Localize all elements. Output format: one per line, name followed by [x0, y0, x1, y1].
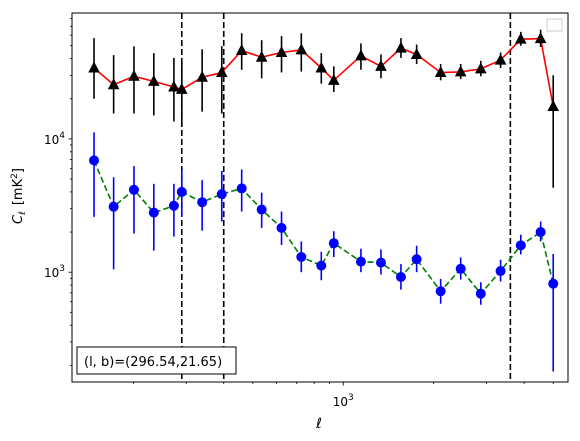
series-0-point-6 [196, 70, 208, 82]
series-0-point-5 [175, 82, 188, 94]
series-1-point-11 [296, 251, 307, 262]
series-0-point-1 [107, 78, 120, 90]
series-1-point-15 [375, 257, 386, 268]
y-axis-label-unit-exp: 2 [10, 173, 20, 179]
series-1-point-7 [216, 189, 227, 200]
series-0-point-21 [494, 53, 507, 65]
annotation-text: (l, b)=(296.54,21.65) [84, 355, 222, 370]
y-axis-label-unit-close: ] [11, 168, 26, 173]
series-0-point-16 [395, 41, 407, 53]
plot-area [88, 13, 560, 382]
series-1-point-12 [316, 260, 327, 271]
series-1-point-18 [435, 286, 446, 297]
series-0-point-18 [434, 65, 447, 77]
series-1-point-10 [276, 222, 287, 233]
series-0-point-4 [168, 80, 180, 92]
y-axis-label-sub: ℓ [18, 211, 28, 216]
x-tick-label-0: 103 [333, 393, 354, 409]
series-0-point-7 [215, 65, 228, 77]
series-0-point-11 [295, 43, 308, 55]
x-axis-label: ℓ [315, 416, 322, 432]
series-1-point-13 [328, 238, 339, 249]
x-tick-label-exp: 3 [348, 393, 354, 403]
series-0-point-10 [275, 45, 288, 57]
annotation-frame [76, 346, 237, 375]
y-tick-label-base: 10 [44, 266, 59, 280]
axes-frame [71, 12, 569, 383]
legend [546, 18, 563, 32]
series-0-point-9 [255, 50, 268, 62]
series-0-point-0 [88, 61, 100, 73]
y-axis-label: Cℓ [mK2] [10, 168, 28, 224]
y-tick-label-exp: 4 [59, 131, 65, 141]
series-0-point-19 [454, 65, 467, 77]
series-0-point-17 [410, 47, 423, 59]
series-1-point-19 [455, 263, 466, 274]
series-1-point-16 [395, 272, 406, 283]
series-1-point-9 [256, 204, 267, 215]
series-0-point-22 [515, 32, 527, 44]
series-0-point-8 [235, 44, 248, 56]
legend-box [546, 18, 563, 32]
series-0-point-23 [534, 32, 547, 44]
series-0-point-20 [474, 62, 487, 74]
y-axis-label-unit: [mK [11, 178, 26, 205]
plot-content [88, 13, 560, 382]
series-1-point-6 [197, 197, 208, 208]
x-tick-label-base: 10 [333, 395, 348, 409]
series-1-point-23 [535, 227, 546, 238]
series-1-point-4 [168, 200, 179, 211]
series-1-point-0 [89, 155, 100, 166]
series-1-point-21 [495, 266, 506, 277]
series-1-point-1 [108, 201, 119, 212]
y-tick-label-1: 104 [44, 131, 65, 147]
series-0-point-12 [315, 61, 328, 73]
series-0-point-2 [128, 69, 140, 81]
series-1-point-14 [355, 256, 366, 267]
series-1-point-22 [515, 240, 526, 251]
y-tick-label-0: 103 [44, 264, 65, 280]
y-tick-label-base: 10 [44, 133, 59, 147]
series-1-point-24 [548, 278, 559, 289]
series-0-point-14 [355, 49, 367, 61]
series-0-point-13 [327, 73, 340, 85]
series-1-line [93, 160, 554, 295]
series-0-point-3 [147, 74, 160, 86]
series-0-point-15 [375, 59, 387, 71]
series-1-point-8 [236, 183, 247, 194]
y-axis-label-main: C [11, 214, 26, 224]
series-1-point-3 [148, 207, 159, 218]
series-1-point-17 [411, 254, 422, 265]
series-1-point-20 [475, 288, 486, 299]
series-0-point-24 [547, 99, 560, 111]
y-tick-label-exp: 3 [59, 264, 65, 274]
series-1-point-2 [128, 184, 139, 195]
annotation-box: (l, b)=(296.54,21.65) [76, 346, 237, 375]
series-1-point-5 [176, 186, 187, 197]
